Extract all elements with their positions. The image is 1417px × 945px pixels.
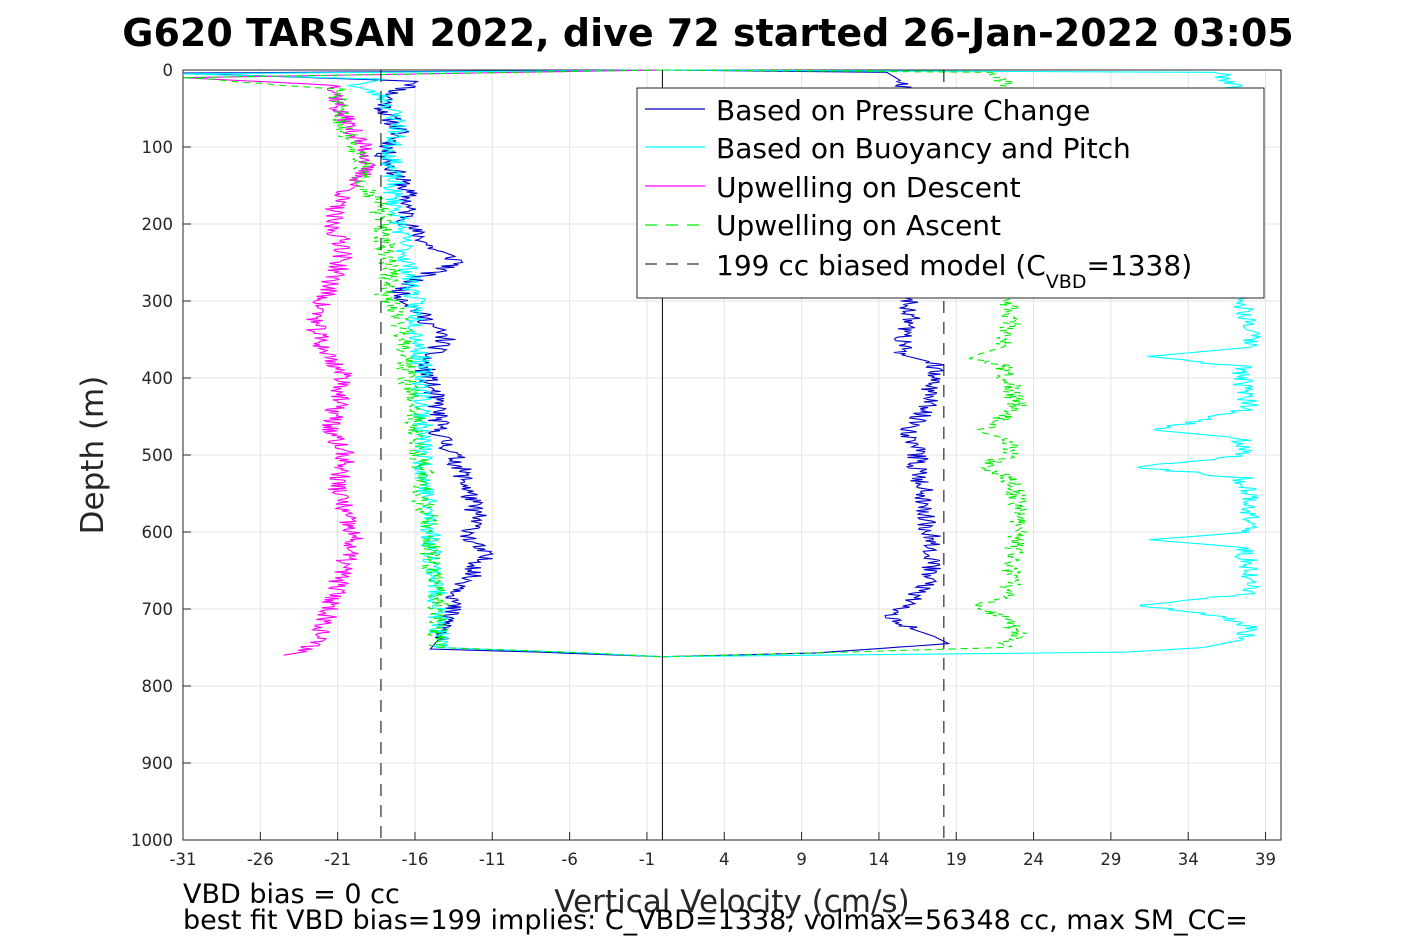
x-tick-label: -6 <box>561 850 577 869</box>
x-tick-label: -16 <box>401 850 428 869</box>
x-axis-ticks: -31 -26 -21 -16 -11 -6 -1 4 9 14 19 24 29 34 39 <box>170 832 1276 869</box>
x-tick-label: -31 <box>170 850 197 869</box>
y-axis-label: Depth (m) <box>75 376 111 535</box>
y-tick-label: 100 <box>142 138 174 157</box>
y-tick-label: 300 <box>142 292 174 311</box>
x-tick-label: -21 <box>324 850 351 869</box>
x-tick-label: 9 <box>796 850 807 869</box>
legend-label-pressure: Based on Pressure Change <box>716 94 1090 127</box>
footer-vbd-bias: VBD bias = 0 cc <box>183 879 400 910</box>
legend-label-up-descent: Upwelling on Descent <box>716 171 1021 204</box>
legend-label-up-ascent: Upwelling on Ascent <box>716 209 1001 242</box>
y-tick-label: 0 <box>163 61 174 80</box>
legend-model-prefix: 199 cc biased model (C <box>716 249 1046 282</box>
series-line-buoyancy_descent <box>182 69 663 658</box>
y-tick-label: 600 <box>142 523 174 542</box>
series-line-up_descent <box>182 69 663 656</box>
series-line-up_ascent <box>182 69 663 658</box>
y-tick-label: 800 <box>142 677 174 696</box>
x-tick-label: 4 <box>719 850 730 869</box>
footer-best-fit: best fit VBD bias=199 implies: C_VBD=133… <box>183 905 1248 936</box>
x-tick-label: 29 <box>1100 850 1121 869</box>
y-tick-label: 900 <box>142 754 174 773</box>
x-tick-label: -1 <box>639 850 655 869</box>
chart-title: G620 TARSAN 2022, dive 72 started 26-Jan… <box>122 11 1293 55</box>
y-tick-label: 700 <box>142 600 174 619</box>
x-axis-label: Vertical Velocity (cm/s) <box>554 884 909 920</box>
y-tick-label: 500 <box>142 446 174 465</box>
x-tick-label: 14 <box>868 850 889 869</box>
legend-label-model: 199 cc biased model (CVBD=1338) <box>716 249 1192 293</box>
x-tick-label: 24 <box>1023 850 1044 869</box>
y-axis-ticks: 0 100 200 300 400 500 600 700 800 900 1000 <box>131 61 191 850</box>
x-tick-label: -11 <box>479 850 506 869</box>
y-tick-label: 400 <box>142 369 174 388</box>
legend-box <box>636 87 1265 299</box>
x-tick-label: 39 <box>1255 850 1276 869</box>
y-tick-label: 200 <box>142 215 174 234</box>
x-tick-label: 34 <box>1178 850 1199 869</box>
series-line-up_ascent_2 <box>662 69 1028 658</box>
x-tick-label: 19 <box>946 850 967 869</box>
legend-model-suffix: =1338) <box>1086 249 1192 282</box>
legend-model-sub: VBD <box>1046 271 1087 293</box>
legend: Based on Pressure Change Based on Buoyan… <box>636 87 1265 299</box>
legend-label-buoyancy: Based on Buoyancy and Pitch <box>716 132 1131 165</box>
x-tick-label: -26 <box>247 850 274 869</box>
y-tick-label: 1000 <box>131 831 173 850</box>
